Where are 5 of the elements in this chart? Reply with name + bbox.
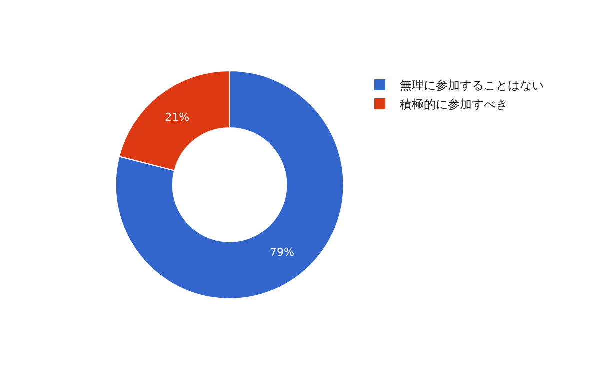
data-label: 21% — [165, 110, 190, 124]
legend-label: 無理に参加することはない — [400, 78, 544, 93]
legend-label: 積極的に参加すべき — [400, 98, 508, 112]
data-label: 79% — [270, 246, 294, 259]
donut-slice — [115, 70, 344, 300]
